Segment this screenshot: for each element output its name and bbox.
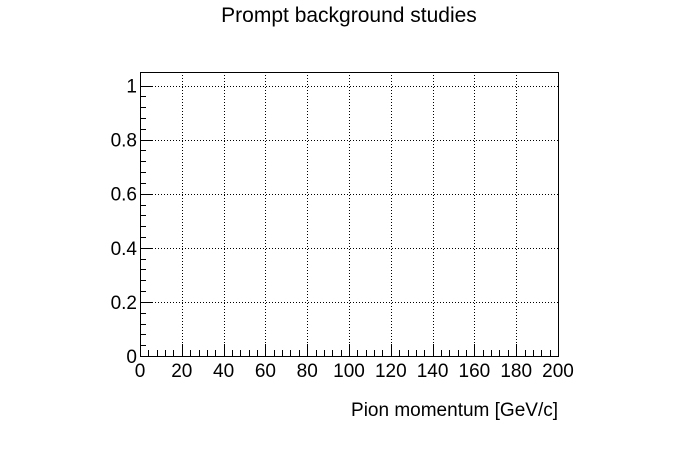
x-axis-label: Pion momentum [GeV/c] — [351, 400, 558, 421]
x-tick-label: 80 — [297, 361, 318, 382]
y-tick-label: 0.8 — [111, 131, 137, 152]
x-tick-label: 20 — [171, 361, 192, 382]
x-tick-label: 120 — [375, 361, 407, 382]
plot-frame — [140, 72, 559, 357]
y-tick-label: 1 — [126, 77, 137, 98]
y-tick-labels: 0 0.2 0.4 0.6 0.8 1 — [111, 77, 138, 368]
y-tick-label: 0.4 — [111, 239, 138, 260]
grid-layer — [140, 72, 558, 356]
x-tick-label: 160 — [459, 361, 491, 382]
x-tick-label: 100 — [333, 361, 365, 382]
x-tick-label: 40 — [213, 361, 234, 382]
x-tick-label: 200 — [542, 361, 574, 382]
y-tick-label: 0 — [126, 347, 137, 368]
x-tick-label: 180 — [500, 361, 532, 382]
chart-title: Prompt background studies — [221, 4, 477, 27]
x-tick-labels: 0 20 40 60 80 100 120 140 160 180 200 — [135, 361, 574, 382]
x-tick-label: 0 — [135, 361, 146, 382]
y-tick-label: 0.2 — [111, 293, 137, 314]
x-tick-label: 140 — [417, 361, 449, 382]
x-tick-label: 60 — [255, 361, 276, 382]
y-tick-label: 0.6 — [111, 185, 137, 206]
